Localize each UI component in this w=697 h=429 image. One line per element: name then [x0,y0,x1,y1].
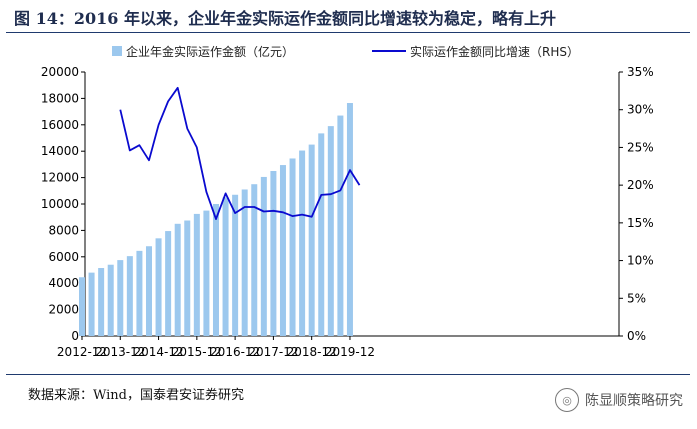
bar [279,165,286,336]
bar [232,194,239,336]
left-tick-label: 2000 [48,303,79,317]
title-divider [6,32,690,33]
bar [327,126,334,337]
bar-series [79,103,353,337]
legend-label-line: 实际运作金额同比增速（RHS） [410,44,579,59]
bar [203,210,210,336]
bar [174,223,181,336]
bar [308,144,315,336]
left-tick-label: 20000 [41,65,79,79]
bar [165,231,172,336]
left-tick-label: 16000 [41,118,79,132]
bar [346,103,353,337]
right-tick-label: 35% [627,65,654,79]
legend-label-bar: 企业年金实际运作金额（亿元） [126,44,294,59]
right-tick-label: 20% [627,178,654,192]
left-tick-label: 10000 [41,197,79,211]
source-note: 数据来源：Wind，国泰君安证券研究 [28,388,244,403]
bar [136,250,143,336]
left-tick-label: 14000 [41,144,79,158]
left-tick-label: 6000 [48,250,79,264]
right-tick-label: 15% [627,216,654,230]
bar [117,260,124,336]
bar [98,268,105,336]
bar [299,150,306,336]
x-tick-label: 2013-12 [95,345,145,359]
title-bar: 图 14：2016 年以来，企业年金实际运作金额同比增速较为稳定，略有上升 [0,0,697,33]
x-tick-label: 2012-12 [57,345,107,359]
x-tick-label: 2018-12 [287,345,337,359]
bar [337,115,344,336]
chart-legend: 企业年金实际运作金额（亿元） 实际运作金额同比增速（RHS） [112,44,579,59]
tick-labels: 0 2000 4000 6000 8000 10000 12000 14000 16000 180… [41,65,654,359]
bar [289,158,296,336]
bar [145,246,152,336]
bar [88,272,95,336]
bar [193,213,200,336]
left-tick-label: 0 [71,329,79,343]
bar [155,238,162,336]
x-tick-label: 2015-12 [172,345,222,359]
x-tick-label: 2016-12 [210,345,260,359]
bar [212,204,219,336]
figure-title: 图 14：2016 年以来，企业年金实际运作金额同比增速较为稳定，略有上升 [14,9,556,28]
left-tick-label: 18000 [41,91,79,105]
bar [251,184,258,336]
bar [222,197,229,336]
source-divider [6,374,690,375]
bar [260,176,267,336]
combo-chart: 企业年金实际运作金额（亿元） 实际运作金额同比增速（RHS） 0 2000 4000… [41,44,654,359]
bar [126,256,133,336]
right-tick-label: 25% [627,140,654,154]
bar [241,189,248,336]
legend-swatch-bar [112,46,122,56]
right-tick-label: 5% [627,291,646,305]
bar [107,264,114,336]
bar [184,220,191,336]
left-tick-label: 8000 [48,223,79,237]
x-tick-label: 2019-12 [325,345,375,359]
growth-line [119,86,361,221]
right-tick-label: 30% [627,103,654,117]
watermark: ◎ 陈显顺策略研究 [555,388,683,412]
watermark-text: 陈显顺策略研究 [585,393,683,409]
x-tick-label: 2014-12 [133,345,183,359]
right-tick-label: 0% [627,329,646,343]
bar [270,171,277,336]
wechat-icon: ◎ [555,388,579,412]
right-tick-label: 10% [627,254,654,268]
x-tick-label: 2017-12 [248,345,298,359]
bar [79,277,85,336]
line-series [119,86,361,221]
bar [318,133,325,336]
left-tick-label: 4000 [48,276,79,290]
left-tick-label: 12000 [41,171,79,185]
